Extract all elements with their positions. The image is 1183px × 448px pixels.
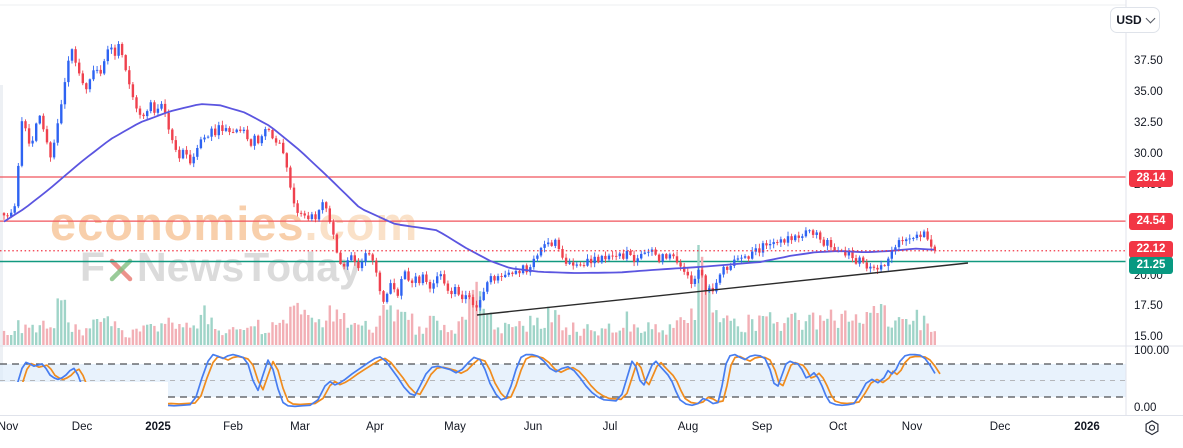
time-axis-label: 2026 <box>1074 421 1100 433</box>
currency-button[interactable]: USD <box>1110 7 1160 33</box>
time-axis-label: Nov <box>0 421 19 433</box>
price-axis-label: 100.00 <box>1134 345 1170 357</box>
price-badge: 28.14 <box>1129 169 1173 187</box>
price-axis-label: 37.50 <box>1134 55 1163 67</box>
chevron-down-icon <box>1145 13 1156 24</box>
price-axis-label: 15.00 <box>1134 331 1163 343</box>
time-axis-label: Dec <box>989 421 1011 433</box>
time-axis-label: Nov <box>901 421 923 433</box>
time-axis-label: Jul <box>602 421 618 433</box>
time-axis-label: Dec <box>71 421 93 433</box>
price-axis-label: 30.00 <box>1134 148 1163 160</box>
left-strip <box>0 85 3 415</box>
price-axis-label: 17.50 <box>1134 300 1163 312</box>
time-axis-label: Feb <box>223 421 243 433</box>
bottom-axis[interactable]: Nov Dec 2025 Feb Mar Apr May Jun Jul Aug Sep Oct Nov… <box>0 415 1183 448</box>
time-axis-label: Oct <box>829 421 847 433</box>
time-axis-label: Aug <box>677 421 699 433</box>
time-axis-label: Sep <box>751 421 773 433</box>
ma-line <box>3 103 935 274</box>
axis-settings-icon[interactable] <box>1143 419 1161 437</box>
right-axis[interactable]: 37.5035.0032.5030.0027.5020.0017.5015.00… <box>1126 0 1183 415</box>
volume-bars <box>2 245 936 345</box>
time-axis-label: Jun <box>523 421 543 433</box>
price-axis-label: 32.50 <box>1134 117 1163 129</box>
price-axis-label: 35.00 <box>1134 86 1163 98</box>
stoch-d-line <box>14 355 941 406</box>
time-axis-label: Apr <box>366 421 384 433</box>
currency-label: USD <box>1116 13 1142 27</box>
time-axis-label: Mar <box>290 421 310 433</box>
candles <box>2 41 936 312</box>
stoch-k-line <box>9 353 936 408</box>
price-axis-label: 0.00 <box>1134 402 1157 414</box>
price-badge: 24.54 <box>1129 212 1173 230</box>
stoch-left-mask <box>0 382 168 415</box>
price-badge: 21.25 <box>1129 256 1173 274</box>
trendline <box>476 262 969 316</box>
time-axis-label: 2025 <box>145 421 171 433</box>
time-axis-label: May <box>444 421 466 433</box>
price-badge: 22.12 <box>1129 240 1173 258</box>
